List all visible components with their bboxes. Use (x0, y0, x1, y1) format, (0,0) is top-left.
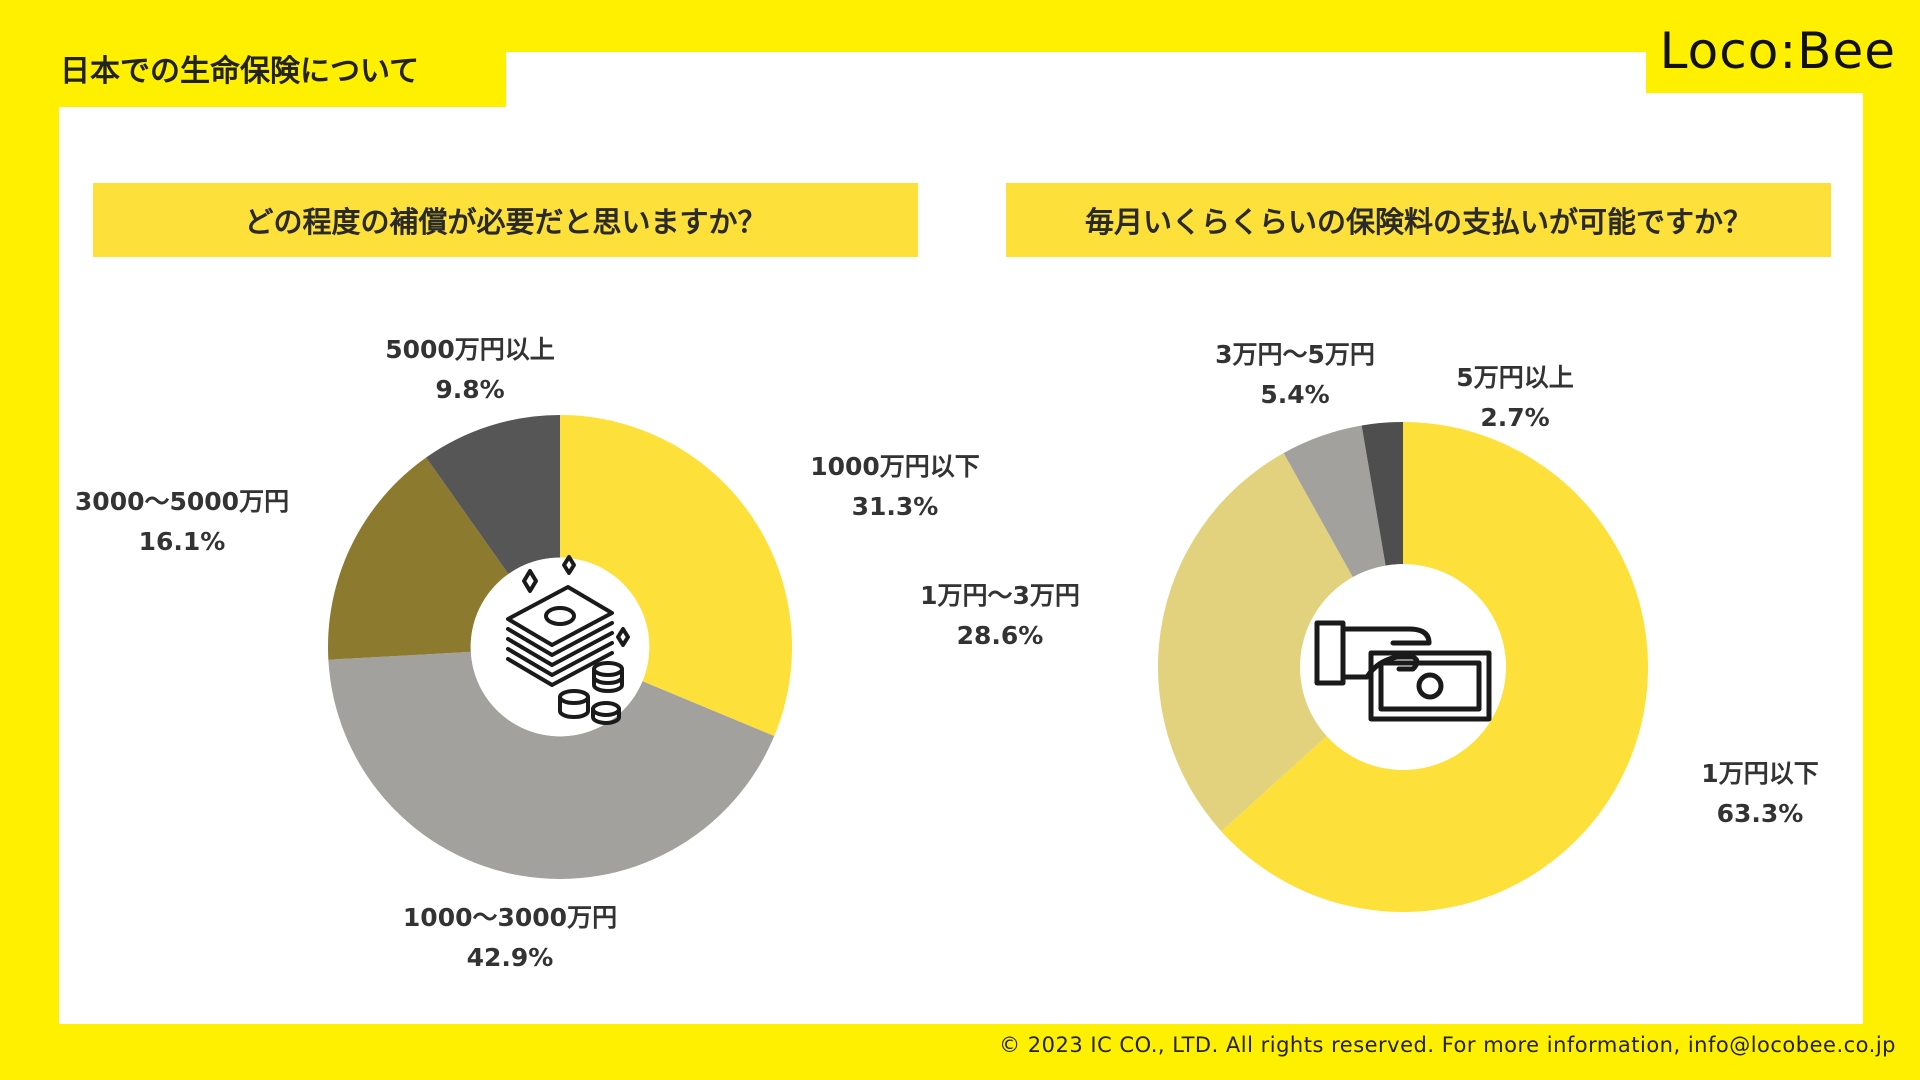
chart1-donut (328, 415, 792, 879)
chart2-label-1man-3man: 1万円〜3万円 28.6% (880, 576, 1120, 656)
chart2-slice-2 (1158, 453, 1353, 832)
slice-value: 31.3% (851, 492, 939, 521)
chart1-slice-2 (328, 651, 775, 879)
chart1-slice-4 (426, 415, 560, 575)
brand-logo: Loco:Bee (1659, 22, 1896, 80)
chart2-label-1man-below: 1万円以下 63.3% (1660, 754, 1860, 834)
page-title: 日本での生命保険について (60, 54, 420, 89)
chart1-label-5000plus: 5000万円以上 9.8% (370, 330, 570, 410)
chart1-label-1000below: 1000万円以下 31.3% (795, 447, 995, 527)
title-tab (0, 0, 506, 107)
chart2-label-5man-plus: 5万円以上 2.7% (1415, 358, 1615, 438)
chart2-slice-1 (1221, 422, 1648, 912)
chart1-title: どの程度の補償が必要だと思いますか？ (93, 183, 918, 257)
logo-tab (1646, 0, 1920, 93)
chart2-title: 毎月いくらくらいの保険料の支払いが可能ですか？ (1006, 183, 1831, 257)
slice-category: 3万円〜5万円 (1215, 340, 1375, 369)
chart2-slice-3 (1283, 425, 1386, 578)
slice-category: 1万円以下 (1701, 759, 1819, 788)
slice-value: 28.6% (956, 621, 1044, 650)
slice-value: 16.1% (138, 527, 226, 556)
slice-value: 63.3% (1716, 799, 1804, 828)
slice-value: 2.7% (1480, 403, 1550, 432)
slice-value: 5.4% (1260, 380, 1330, 409)
chart2-slice-4 (1361, 422, 1403, 566)
chart2-donut (1158, 422, 1648, 912)
slice-category: 1000万円以下 (810, 452, 980, 481)
slice-category: 1万円〜3万円 (920, 581, 1080, 610)
slice-value: 9.8% (435, 375, 505, 404)
hand-paying-cash-icon (1314, 620, 1492, 722)
chart1-label-1000-3000: 1000〜3000万円 42.9% (390, 898, 630, 978)
chart2-label-3man-5man: 3万円〜5万円 5.4% (1175, 335, 1415, 415)
copyright-footer: © 2023 IC CO., LTD. All rights reserved.… (999, 1033, 1896, 1057)
chart1-slice-3 (328, 457, 509, 660)
slice-category: 1000〜3000万円 (402, 903, 618, 932)
slice-category: 3000〜5000万円 (74, 487, 290, 516)
chart1-label-3000-5000: 3000〜5000万円 16.1% (62, 482, 302, 562)
chart1-slice-1 (560, 415, 792, 737)
money-stack-icon (506, 555, 630, 725)
slice-category: 5万円以上 (1456, 363, 1574, 392)
slice-category: 5000万円以上 (385, 335, 555, 364)
slice-value: 42.9% (466, 943, 554, 972)
